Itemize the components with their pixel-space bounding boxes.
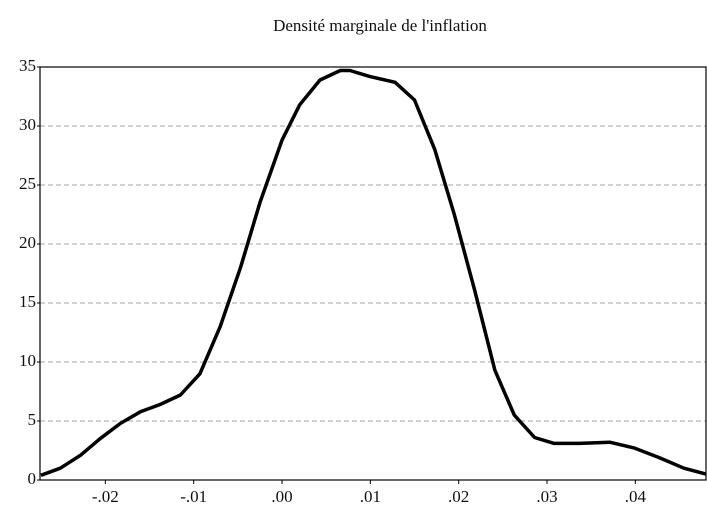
y-tick-label: 30 [19,115,36,134]
density-line [40,68,707,477]
x-tick-label: .02 [448,487,469,506]
y-tick-label: 10 [19,351,36,370]
y-tick-label: 35 [19,56,36,75]
x-tick-label: .01 [360,487,381,506]
plot-frame [39,66,707,481]
y-tick-label: 5 [28,410,37,429]
chart-title: Densité marginale de l'inflation [273,16,487,35]
x-tick-label: .00 [271,487,292,506]
x-tick-label: .04 [625,487,647,506]
x-tick-label: -.02 [92,487,119,506]
x-tick-label: -.01 [180,487,207,506]
y-tick-label: 0 [28,469,37,488]
x-tick-label: .03 [536,487,557,506]
y-tick-label: 20 [19,233,36,252]
y-tick-label: 15 [19,292,36,311]
y-tick-label: 25 [19,174,36,193]
